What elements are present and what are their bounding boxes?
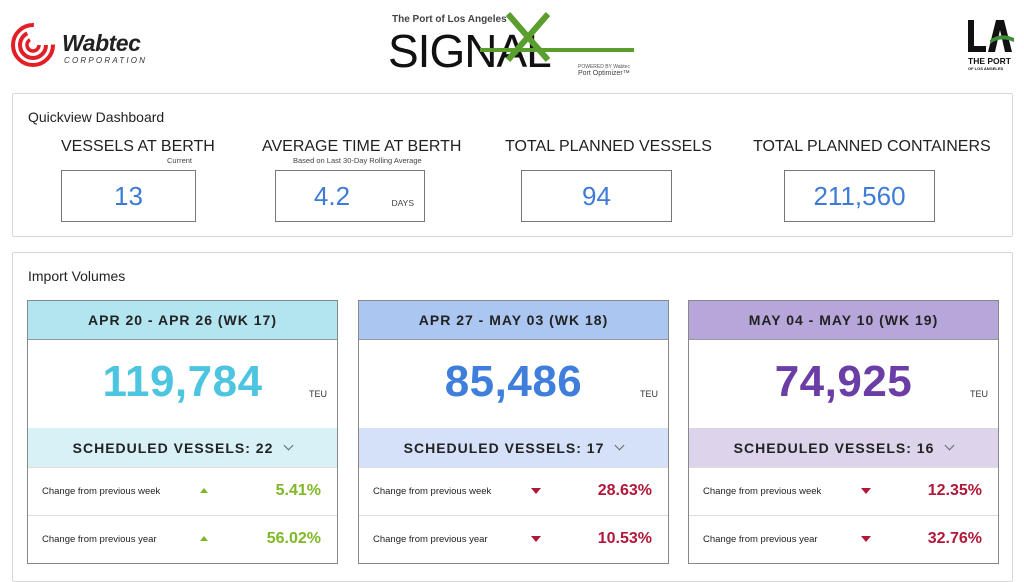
import-volumes-panel: Import Volumes APR 20 - APR 26 (WK 17) 1…: [12, 252, 1013, 582]
arrow-down-icon: [531, 488, 541, 494]
signal-logo[interactable]: The Port of Los Angeles SIGNAL POWERED B…: [388, 10, 638, 80]
teu-unit: TEU: [970, 389, 988, 399]
wabtec-name: Wabtec: [62, 30, 141, 56]
arrow-down-icon: [531, 536, 541, 542]
signal-x-mark-icon: [480, 12, 634, 62]
change-value: 10.53%: [597, 530, 652, 547]
import-volumes-title: Import Volumes: [28, 268, 126, 284]
quickview-panel: Quickview Dashboard VESSELS AT BERTH Cur…: [12, 93, 1013, 237]
chevron-down-icon: [283, 440, 294, 450]
port-la-logo[interactable]: THE PORT OF LOS ANGELES: [960, 18, 1020, 74]
chevron-down-icon: [944, 440, 955, 450]
stat-label: VESSELS AT BERTH: [61, 138, 215, 155]
import-volume-value: 119,784: [102, 357, 263, 406]
teu-unit: TEU: [640, 389, 658, 399]
la-sub: OF LOS ANGELES: [968, 66, 1004, 71]
change-value: 32.76%: [927, 530, 982, 547]
change-label: Change from previous week: [42, 486, 161, 497]
la-name: THE PORT: [968, 56, 1011, 66]
stat-value: 94: [582, 181, 611, 211]
teu-unit: TEU: [309, 389, 327, 399]
change-label: Change from previous week: [373, 486, 492, 497]
change-week-row: Change from previous week 5.41%: [28, 467, 337, 515]
scheduled-vessels-label: SCHEDULED VESSELS: 17: [403, 439, 605, 456]
scheduled-vessels-toggle[interactable]: SCHEDULED VESSELS: 22: [28, 428, 337, 467]
stat-unit: DAYS: [391, 198, 414, 208]
scheduled-vessels-label: SCHEDULED VESSELS: 22: [72, 439, 274, 456]
change-label: Change from previous year: [703, 534, 818, 545]
signal-product-text: Port Optimizer™: [578, 70, 630, 77]
stat-sub: Current: [167, 156, 193, 165]
signal-powered-text: POWERED BY Wabtec: [578, 64, 630, 70]
signal-top-text: The Port of Los Angeles: [392, 14, 507, 25]
week-header: MAY 04 - MAY 10 (WK 19): [689, 301, 998, 340]
la-logo-icon: [968, 20, 1014, 52]
import-volume-value: 74,925: [774, 357, 913, 406]
wabtec-swirl-icon: [11, 23, 55, 67]
stat-label: TOTAL PLANNED CONTAINERS: [753, 138, 991, 155]
change-value: 28.63%: [597, 482, 652, 499]
quickview-title: Quickview Dashboard: [28, 109, 165, 125]
wabtec-logo[interactable]: Wabtec CORPORATION: [10, 22, 170, 72]
chevron-down-icon: [614, 440, 625, 450]
change-value: 5.41%: [275, 482, 321, 499]
change-year-row: Change from previous year 56.02%: [28, 515, 337, 563]
stat-box: 4.2 DAYS: [275, 170, 425, 222]
change-value: 12.35%: [927, 482, 982, 499]
stat-box: 94: [521, 170, 672, 222]
change-value: 56.02%: [266, 530, 321, 547]
change-year-row: Change from previous year 10.53%: [359, 515, 668, 563]
week-header: APR 20 - APR 26 (WK 17): [28, 301, 337, 340]
scheduled-vessels-toggle[interactable]: SCHEDULED VESSELS: 17: [359, 428, 668, 467]
stat-value: 13: [114, 181, 143, 211]
change-label: Change from previous year: [42, 534, 157, 545]
week-header: APR 27 - MAY 03 (WK 18): [359, 301, 668, 340]
stat-label: AVERAGE TIME AT BERTH: [262, 138, 462, 155]
stat-box: 211,560: [784, 170, 935, 222]
week-card: MAY 04 - MAY 10 (WK 19) 74,925 TEU SCHED…: [688, 300, 999, 564]
stat-value: 4.2: [313, 181, 351, 211]
stat-box: 13: [61, 170, 196, 222]
change-week-row: Change from previous week 28.63%: [359, 467, 668, 515]
wabtec-sub: CORPORATION: [64, 56, 148, 65]
change-year-row: Change from previous year 32.76%: [689, 515, 998, 563]
week-card: APR 20 - APR 26 (WK 17) 119,784 TEU SCHE…: [27, 300, 338, 564]
scheduled-vessels-toggle[interactable]: SCHEDULED VESSELS: 16: [689, 428, 998, 467]
change-label: Change from previous week: [703, 486, 822, 497]
import-volume-value: 85,486: [444, 357, 583, 406]
arrow-up-icon: [200, 488, 208, 493]
week-card: APR 27 - MAY 03 (WK 18) 85,486 TEU SCHED…: [358, 300, 669, 564]
header: Wabtec CORPORATION The Port of Los Angel…: [0, 0, 1024, 88]
change-week-row: Change from previous week 12.35%: [689, 467, 998, 515]
scheduled-vessels-label: SCHEDULED VESSELS: 16: [733, 439, 935, 456]
stat-sub: Based on Last 30-Day Rolling Average: [293, 156, 422, 165]
arrow-down-icon: [861, 488, 871, 494]
arrow-up-icon: [200, 536, 208, 541]
arrow-down-icon: [861, 536, 871, 542]
stat-label: TOTAL PLANNED VESSELS: [505, 138, 712, 155]
stat-value: 211,560: [813, 181, 906, 211]
change-label: Change from previous year: [373, 534, 488, 545]
